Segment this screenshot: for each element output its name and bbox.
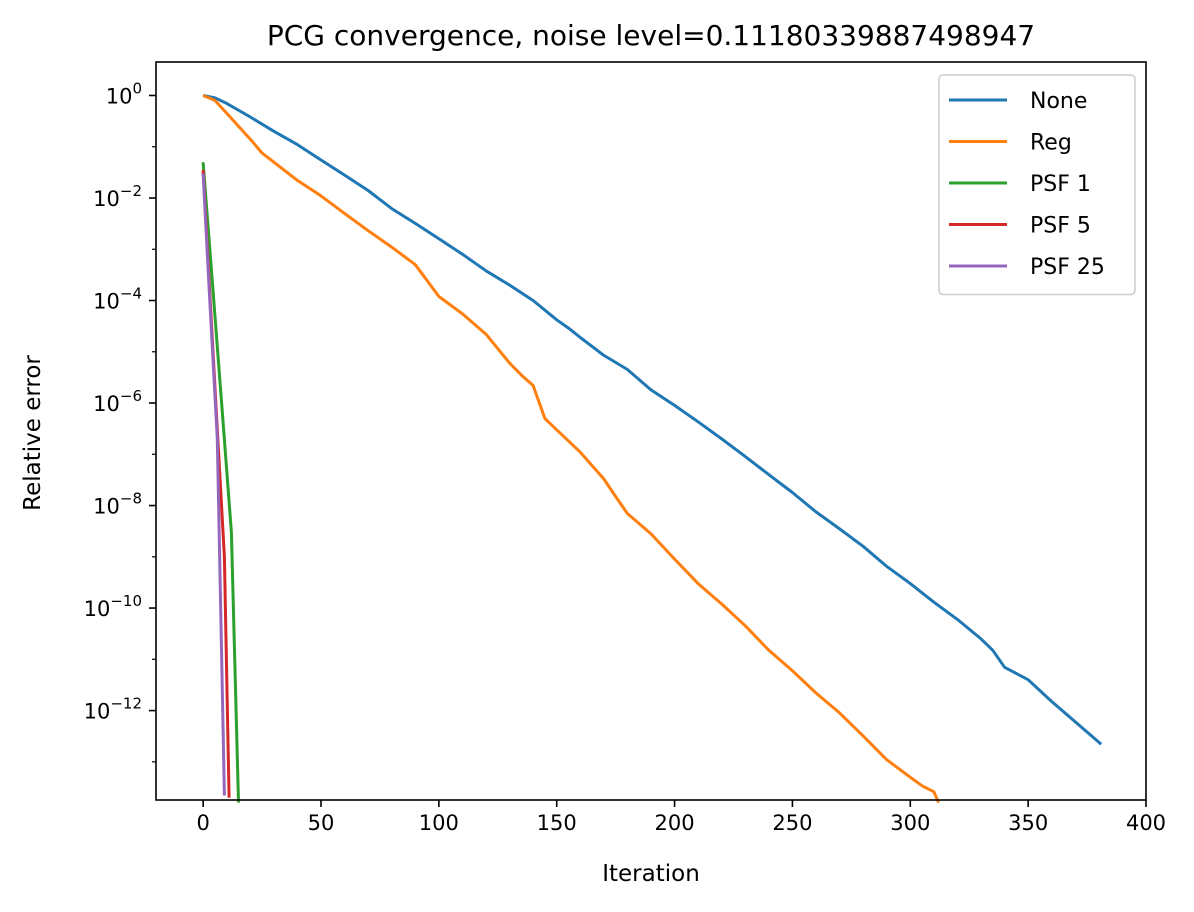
y-axis-label: Relative error — [20, 355, 46, 511]
x-tick-label: 50 — [308, 811, 335, 835]
y-tick-label: 10−6 — [93, 387, 142, 416]
y-tick-label: 10−8 — [93, 490, 142, 519]
legend-label: PSF 5 — [1030, 214, 1091, 239]
x-tick-label: 250 — [772, 811, 812, 835]
legend-label: None — [1030, 89, 1087, 114]
series-line-0 — [202, 94, 1103, 746]
chart-title: PCG convergence, noise level=0.111803398… — [267, 19, 1035, 52]
series-line-2 — [201, 162, 240, 803]
plot-frame — [155, 61, 1147, 801]
y-tick-label: 10−4 — [93, 285, 142, 314]
x-axis-label: Iteration — [602, 861, 700, 887]
x-tick-label: 350 — [1008, 811, 1048, 835]
x-tick-label: 400 — [1126, 811, 1166, 835]
x-tick-label: 100 — [419, 811, 459, 835]
series-line-4 — [201, 173, 226, 796]
plot-lines — [201, 94, 1103, 804]
x-tick-label: 150 — [537, 811, 577, 835]
series-line-1 — [202, 94, 940, 804]
legend-label: PSF 1 — [1030, 172, 1091, 197]
y-tick-label: 100 — [106, 79, 142, 108]
x-tick-label: 0 — [196, 811, 209, 835]
legend: None Reg PSF 1 PSF 5 PSF 25 — [938, 74, 1136, 296]
legend-box — [938, 74, 1136, 296]
y-tick-label: 10−2 — [93, 182, 142, 211]
x-tick-label: 200 — [655, 811, 695, 835]
y-ticks: 100 10−2 10−4 10−6 10−8 10−10 10−12 — [84, 79, 156, 763]
y-tick-label: 10−12 — [84, 695, 142, 724]
x-tick-label: 300 — [890, 811, 930, 835]
legend-label: PSF 25 — [1030, 255, 1105, 280]
y-tick-label: 10−10 — [84, 592, 142, 621]
x-ticks: 0 50 100 150 200 250 300 350 400 — [196, 800, 1166, 835]
legend-label: Reg — [1030, 131, 1072, 156]
